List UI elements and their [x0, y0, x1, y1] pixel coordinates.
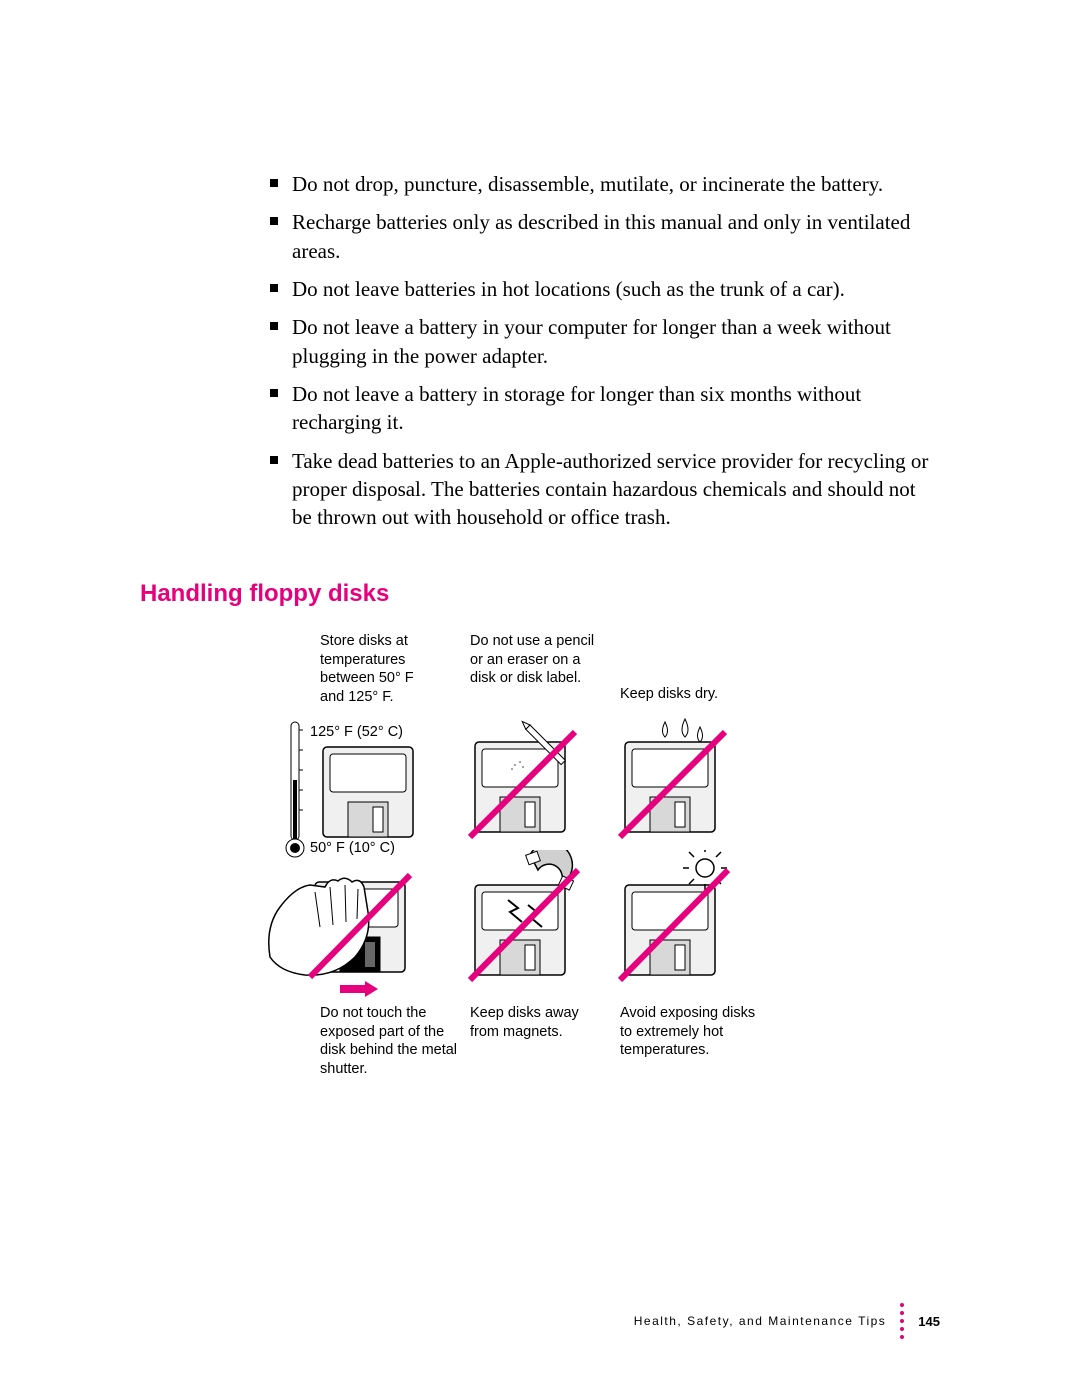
- caption-pencil: Do not use a pencil or an eraser on a di…: [470, 632, 600, 689]
- floppy-sun-icon: [610, 850, 740, 990]
- caption-shutter: Do not touch the exposed part of the dis…: [320, 1004, 460, 1079]
- thermometer-low-label: 50° F (10° C): [310, 840, 395, 856]
- caption-heat: Avoid exposing disks to extremely hot te…: [620, 1004, 760, 1061]
- floppy-diagram: Store disks at temperatures between 50° …: [270, 632, 940, 1092]
- footer-chapter: Health, Safety, and Maintenance Tips: [634, 1314, 887, 1328]
- battery-bullets: Do not drop, puncture, disassemble, muti…: [270, 170, 930, 532]
- thermometer-high-label: 125° F (52° C): [310, 724, 403, 740]
- caption-dry: Keep disks dry.: [620, 685, 750, 704]
- bullet-item: Do not leave a battery in storage for lo…: [270, 380, 930, 437]
- floppy-wet-icon: [610, 717, 740, 847]
- caption-magnets: Keep disks away from magnets.: [470, 1004, 600, 1042]
- thermometer-icon: [284, 720, 306, 860]
- floppy-magnet-icon: [460, 850, 590, 990]
- footer-page-number: 145: [918, 1314, 940, 1329]
- bullet-item: Take dead batteries to an Apple-authoriz…: [270, 447, 930, 532]
- floppy-temp-icon: [318, 742, 418, 842]
- footer-dots-icon: [900, 1303, 904, 1339]
- bullet-item: Recharge batteries only as described in …: [270, 208, 930, 265]
- bullet-item: Do not leave a battery in your computer …: [270, 313, 930, 370]
- page-footer: Health, Safety, and Maintenance Tips 145: [634, 1303, 940, 1339]
- bullet-item: Do not leave batteries in hot locations …: [270, 275, 930, 303]
- floppy-hand-icon: [260, 857, 430, 1007]
- floppy-pencil-icon: [460, 717, 590, 847]
- caption-temp: Store disks at temperatures between 50° …: [320, 632, 440, 707]
- bullet-item: Do not drop, puncture, disassemble, muti…: [270, 170, 930, 198]
- section-heading: Handling floppy disks: [140, 580, 940, 608]
